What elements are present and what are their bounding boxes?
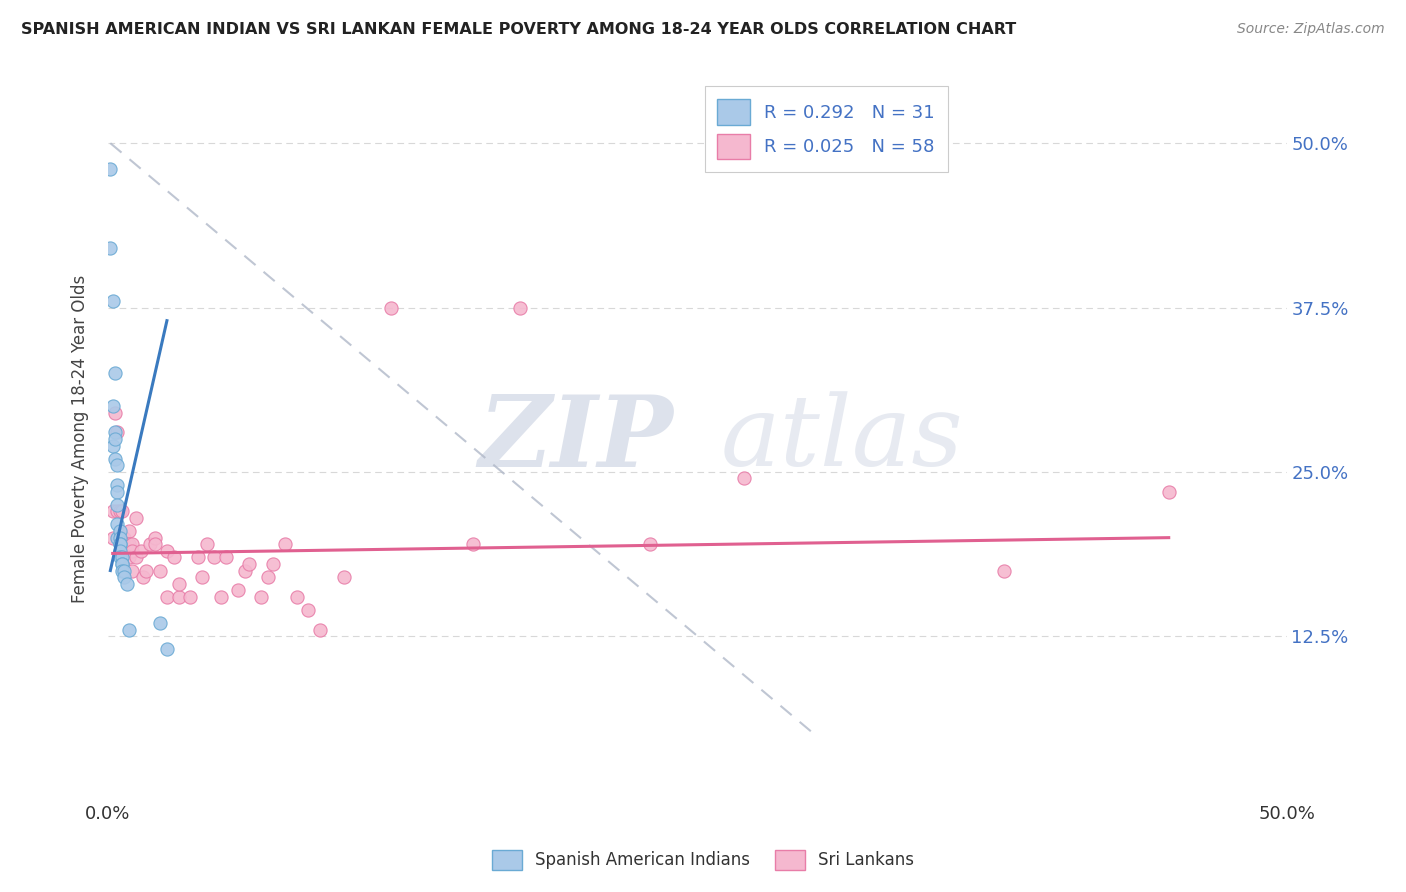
Point <box>156 590 179 604</box>
Y-axis label: Female Poverty Among 18-24 Year Olds: Female Poverty Among 18-24 Year Olds <box>72 275 89 603</box>
Point <box>993 564 1015 578</box>
Point <box>135 564 157 578</box>
Point <box>108 537 131 551</box>
Point <box>125 550 148 565</box>
Point <box>125 511 148 525</box>
Point <box>118 524 141 538</box>
Text: Source: ZipAtlas.com: Source: ZipAtlas.com <box>1237 22 1385 37</box>
Point <box>733 471 755 485</box>
Point <box>139 537 162 551</box>
Point <box>114 564 136 578</box>
Point <box>121 564 143 578</box>
Point <box>108 531 131 545</box>
Point <box>111 564 134 578</box>
Point <box>107 504 129 518</box>
Point <box>115 576 138 591</box>
Point <box>104 432 127 446</box>
Point <box>257 570 280 584</box>
Point <box>149 564 172 578</box>
Point <box>114 570 136 584</box>
Point <box>107 517 129 532</box>
Point <box>202 550 225 565</box>
Point <box>101 504 124 518</box>
Point <box>167 590 190 604</box>
Point <box>195 537 218 551</box>
Point <box>463 537 485 551</box>
Point <box>107 531 129 545</box>
Point <box>191 570 214 584</box>
Point <box>108 543 131 558</box>
Point <box>101 293 124 308</box>
Point <box>187 550 209 565</box>
Point <box>114 537 136 551</box>
Point <box>509 301 531 315</box>
Point <box>118 550 141 565</box>
Point <box>101 439 124 453</box>
Point <box>98 241 121 255</box>
Legend: Spanish American Indians, Sri Lankans: Spanish American Indians, Sri Lankans <box>485 843 921 877</box>
Point <box>111 550 134 565</box>
Point <box>104 366 127 380</box>
Point <box>108 524 131 538</box>
Point <box>309 623 332 637</box>
Point <box>111 504 134 518</box>
Point <box>156 543 179 558</box>
Point <box>297 603 319 617</box>
Point <box>132 570 155 584</box>
Point <box>107 458 129 473</box>
Point <box>108 550 131 565</box>
Point <box>107 484 129 499</box>
Point <box>108 504 131 518</box>
Text: atlas: atlas <box>721 392 963 487</box>
Point <box>108 537 131 551</box>
Text: SPANISH AMERICAN INDIAN VS SRI LANKAN FEMALE POVERTY AMONG 18-24 YEAR OLDS CORRE: SPANISH AMERICAN INDIAN VS SRI LANKAN FE… <box>21 22 1017 37</box>
Point <box>149 616 172 631</box>
Point <box>167 576 190 591</box>
Point <box>108 531 131 545</box>
Point <box>332 570 354 584</box>
Point <box>114 531 136 545</box>
Point <box>226 583 249 598</box>
Point <box>107 425 129 440</box>
Point <box>638 537 661 551</box>
Point <box>209 590 232 604</box>
Point <box>380 301 402 315</box>
Point <box>262 557 284 571</box>
Point <box>111 557 134 571</box>
Point <box>118 537 141 551</box>
Text: ZIP: ZIP <box>478 391 673 487</box>
Point <box>101 531 124 545</box>
Point <box>179 590 201 604</box>
Point <box>107 478 129 492</box>
Point <box>111 557 134 571</box>
Point <box>121 543 143 558</box>
Point <box>104 425 127 440</box>
Point <box>274 537 297 551</box>
Point <box>250 590 273 604</box>
Point <box>143 531 166 545</box>
Point <box>115 537 138 551</box>
Point <box>115 543 138 558</box>
Point <box>156 642 179 657</box>
Point <box>98 162 121 177</box>
Point <box>143 537 166 551</box>
Point <box>104 406 127 420</box>
Point <box>111 531 134 545</box>
Point <box>104 451 127 466</box>
Point <box>1157 484 1180 499</box>
Point <box>107 498 129 512</box>
Point <box>215 550 238 565</box>
Point <box>101 399 124 413</box>
Point <box>285 590 308 604</box>
Point <box>121 537 143 551</box>
Point <box>233 564 256 578</box>
Point <box>163 550 186 565</box>
Point <box>238 557 260 571</box>
Point <box>129 543 152 558</box>
Legend: R = 0.292   N = 31, R = 0.025   N = 58: R = 0.292 N = 31, R = 0.025 N = 58 <box>704 87 948 172</box>
Point <box>118 623 141 637</box>
